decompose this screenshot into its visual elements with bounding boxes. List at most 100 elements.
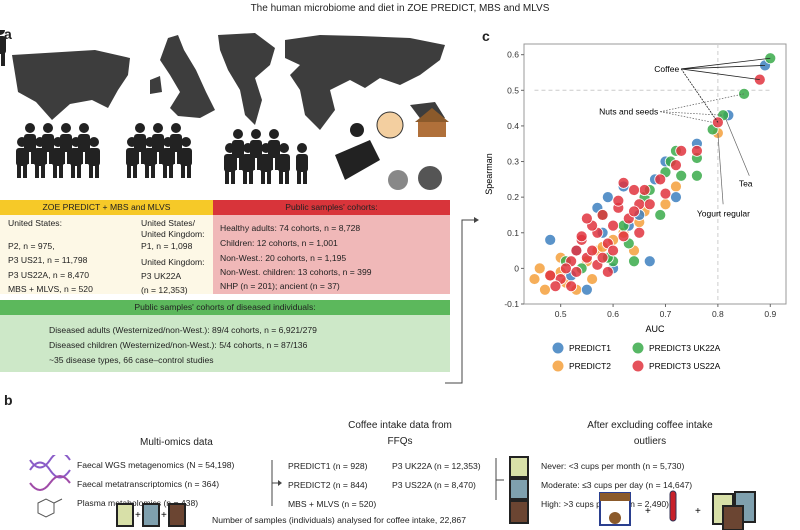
legend-label: PREDICT2 [569,361,611,371]
molecule-icon [37,498,63,518]
data-point-predict3-us22a [659,187,672,200]
data-point-predict3-uk22a [654,209,667,221]
annotation-yogurt-regular: Yogurt regular [697,209,750,219]
data-point-predict3-us22a [643,198,656,211]
data-point-predict3-us22a [560,262,572,275]
data-point-predict1 [580,283,593,296]
data-point-predict3-us22a [580,212,593,225]
omics-icons [29,455,71,518]
cup-icon [509,500,529,524]
data-point-predict3-us22a [607,244,619,257]
gorilla-icon [418,166,442,190]
data-point-predict3-us22a [691,144,703,157]
x-tick-label: 0.8 [712,309,724,319]
svg-text:+: + [695,506,701,517]
diseased-line-0: Diseased adults (Westernized/non-West.):… [49,325,317,335]
doctor-icon [335,140,380,180]
data-point-predict3-us22a [601,266,614,278]
maps-and-people-illustration [0,30,449,190]
annotation-nuts-and-seeds: Nuts and seeds [599,107,658,117]
skull-icon [388,170,408,190]
data-point-predict3-us22a [596,209,609,221]
people-icons [0,30,308,184]
legend-marker [552,360,564,372]
annotation-line [660,111,724,116]
outliers-title-1: After excluding coffee intake [587,420,713,431]
public-line-1: Children: 12 cohorts, n = 1,001 [220,238,338,248]
y-tick-label: 0.3 [507,157,519,167]
us-map-icon [12,50,130,120]
legend-label: PREDICT3 US22A [649,361,721,371]
zoe-col1-3: P3 US22A, n = 8,470 [8,270,89,280]
bracket-2-and-cups [495,456,529,524]
dna-icon [29,455,71,479]
annotation-line [680,68,719,123]
data-point-predict3-us22a [633,226,646,239]
omics-item-2: Plasma metabolomics (n = 438) [77,498,199,508]
zoe-col1-4: MBS + MLVS, n = 520 [8,284,93,294]
data-point-predict3-uk22a [675,169,688,182]
public-box [213,200,450,294]
data-point-predict3-us22a [544,269,557,282]
data-point-predict3-us22a [570,266,583,278]
x-tick-label: 0.9 [764,309,776,319]
data-point-predict2 [539,283,551,296]
data-point-predict3-us22a [575,230,588,243]
annotation-line [681,57,771,70]
annotation-line [681,68,760,81]
annotation-coffee: Coffee [654,64,679,74]
ffq-col1-1: PREDICT2 (n = 844) [288,480,368,490]
zoe-col1-2: P3 US21, n = 11,798 [8,255,88,265]
zoe-col2-3: United Kingdom: [141,257,205,267]
baby-icon [376,111,404,139]
y-tick-label: 0.5 [507,85,519,95]
zoe-col2-0: United States/ [141,218,195,228]
legend-marker [632,360,644,372]
x-tick-label: 0.7 [660,309,672,319]
data-point-predict3-us22a [617,177,630,189]
scatter-chart: 0.5 0.6 0.7 0.8 0.9 -0.1 0 0.1 0.2 0.3 0.4 0.5 0.6 AU… [484,43,787,372]
public-box-header: Public samples' cohorts: [213,200,450,215]
total-samples: Number of samples (individuals) analysed… [212,515,466,525]
y-tick-label: 0 [514,263,519,273]
zoe-col1-0: United States: [8,218,62,228]
ffq-title-2: FFQs [387,436,413,447]
figure-title: The human microbiome and diet in ZOE PRE… [250,3,550,14]
data-point-predict3-uk22a [628,255,640,268]
rna-icon [29,475,71,491]
diseased-line-1: Diseased children (Westernized/non-West.… [49,340,308,350]
sample-types-icons: + + [599,490,756,530]
data-point-predict3-us22a [628,205,640,218]
data-point-predict3-us22a [670,159,682,171]
data-point-predict3-us22a [617,230,630,243]
legend-label: PREDICT3 UK22A [649,343,721,353]
ffq-col1-2: MBS + MLVS (n = 520) [288,499,377,509]
legend-marker [632,342,644,354]
data-point-predict3-us22a [612,194,625,207]
data-point-predict3-us22a [570,244,583,257]
data-point-predict1 [643,255,656,268]
x-tick-label: 0.6 [607,309,619,319]
uk-map-icon [150,35,215,118]
y-tick-label: 0.4 [507,121,519,131]
data-point-predict3-us22a [565,280,578,293]
y-tick-label: 0.2 [507,192,519,202]
public-line-3: Non-West. children: 13 cohorts, n = 399 [220,267,372,277]
data-point-predict2 [528,273,541,285]
omics-item-1: Faecal metatranscriptomics (n = 364) [77,479,220,489]
zoe-col2-5: (n = 12,353) [141,285,188,295]
cup-icon [722,505,744,530]
cup-icon [509,478,529,500]
multiomics-title: Multi-omics data [140,437,213,448]
data-point-predict3-us22a [586,244,599,257]
ffq-title-1: Coffee intake data from [348,420,452,431]
data-point-predict3-uk22a [764,52,777,65]
data-point-predict2 [586,273,599,285]
ffq-col2-1: P3 US22A (n = 8,470) [392,480,476,490]
data-point-predict2 [670,180,682,193]
public-line-4: NHP (n = 201); ancient (n = 37) [220,281,340,291]
y-tick-label: 0.6 [507,50,519,60]
public-line-2: Non-West.: 20 cohorts, n = 1,195 [220,253,347,263]
data-point-predict1 [544,233,557,246]
data-point-predict3-us22a [638,184,651,196]
